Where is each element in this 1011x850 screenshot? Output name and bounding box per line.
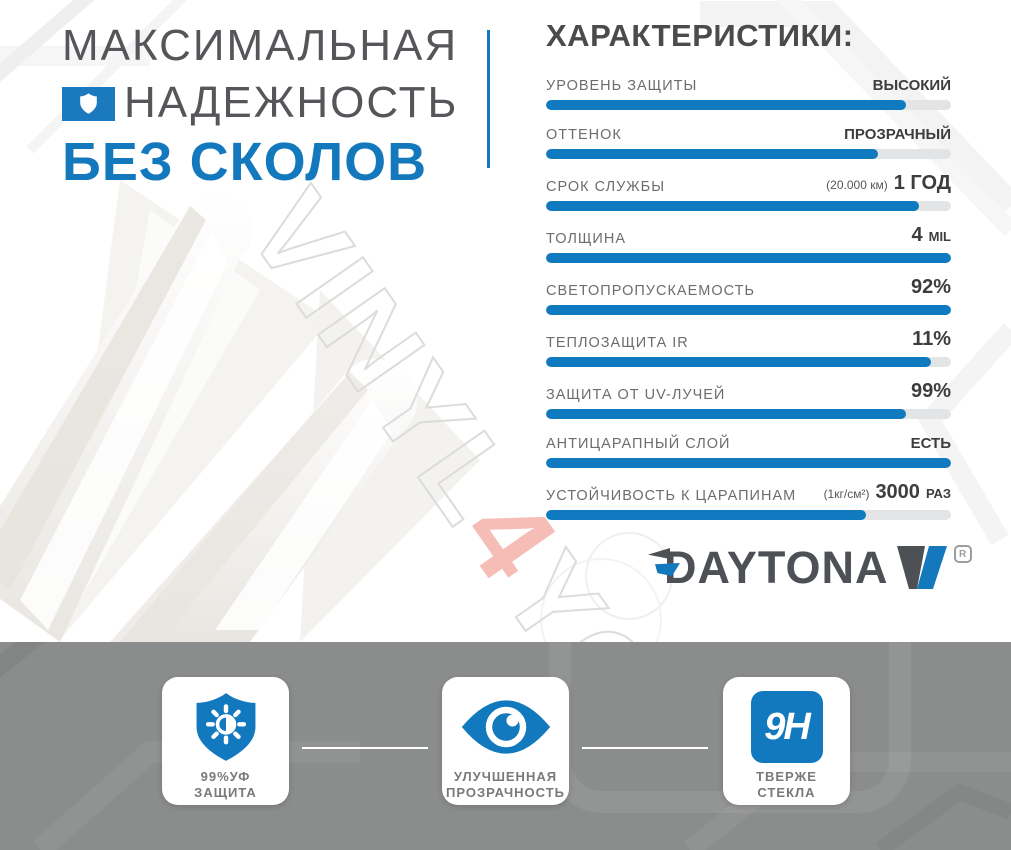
registered-trademark-icon: R <box>953 545 972 563</box>
progress-track <box>546 100 951 110</box>
progress-track <box>546 357 951 367</box>
brand-logo: DAYTONA R <box>648 542 972 593</box>
headline-line2-text: НАДЕЖНОСТЬ <box>124 78 459 128</box>
badge-label-line2: ПРОЗРАЧНОСТЬ <box>445 785 565 801</box>
spec-value: 4 <box>911 224 923 246</box>
vertical-divider <box>487 30 490 168</box>
bottom-band: 99%УФ ЗАЩИТА УЛУЧШЕННАЯ ПРОЗРАЧНОСТЬ <box>0 642 1011 850</box>
brand-logo-text: DAYTONA <box>648 542 889 593</box>
spec-label: СВЕТОПРОПУСКАЕМОСТЬ <box>546 283 755 299</box>
badge-label: 99%УФ ЗАЩИТА <box>194 769 257 802</box>
specs-title: ХАРАКТЕРИСТИКИ: <box>546 18 854 53</box>
badge-label-line1: ТВЕРЖЕ <box>756 769 817 784</box>
spec-value: ВЫСОКИЙ <box>872 77 951 94</box>
logo-slash-icon <box>896 546 947 589</box>
spec-label: УРОВЕНЬ ЗАЩИТЫ <box>546 78 698 94</box>
eye-icon <box>461 700 550 754</box>
spec-row-service-life: СРОК СЛУЖБЫ (20.000 км) 1 ГОД <box>546 172 951 211</box>
progress-track <box>546 149 951 159</box>
progress-fill <box>546 409 907 419</box>
spec-label: ТЕПЛОЗАЩИТА IR <box>546 335 689 351</box>
spec-value: 99% <box>910 380 951 402</box>
spec-row-scratch-resistance: УСТОЙЧИВОСТЬ К ЦАРАПИНАМ (1кг/см²) 3000 РА… <box>546 481 951 520</box>
progress-fill <box>546 305 951 315</box>
badge-uv-protection: 99%УФ ЗАЩИТА <box>162 677 289 805</box>
logo-accent-blue <box>655 563 680 576</box>
spec-label: ЗАЩИТА ОТ UV-ЛУЧЕЙ <box>546 387 726 403</box>
badge-label-line1: УЛУЧШЕННАЯ <box>453 769 558 784</box>
spec-row-light-transmission: СВЕТОПРОПУСКАЕМОСТЬ 92% <box>546 276 951 315</box>
9h-hardness-icon: 9H <box>750 691 823 763</box>
progress-fill <box>546 458 951 468</box>
badge-label-line2: СТЕКЛА <box>757 785 816 801</box>
spec-row-thickness: ТОЛЩИНА 4 MIL <box>546 224 951 263</box>
spec-row-uv-protection: ЗАЩИТА ОТ UV-ЛУЧЕЙ 99% <box>546 380 951 419</box>
uv-shield-sun-icon <box>196 693 255 761</box>
progress-fill <box>546 201 919 211</box>
badge-connector-line <box>582 747 708 749</box>
spec-label: АНТИЦАРАПНЫЙ СЛОЙ <box>546 436 731 452</box>
specs-panel: ХАРАКТЕРИСТИКИ: УРОВЕНЬ ЗАЩИТЫ ВЫСОКИЙ О… <box>546 18 951 533</box>
badge-hardness: 9H ТВЕРЖЕ СТЕКЛА <box>723 677 850 805</box>
spec-value: ПРОЗРАЧНЫЙ <box>844 126 951 143</box>
progress-track <box>546 510 951 520</box>
badge-connector-line <box>302 747 428 749</box>
spec-value: ЕСТЬ <box>910 435 951 452</box>
progress-track <box>546 253 951 263</box>
spec-row-tint: ОТТЕНОК ПРОЗРАЧНЫЙ <box>546 123 951 159</box>
spec-value-prefix: (20.000 км) <box>826 178 888 192</box>
spec-value: 11% <box>912 328 951 350</box>
progress-fill <box>546 100 907 110</box>
logo-accent-dark <box>648 548 670 559</box>
spec-value: 92% <box>910 276 951 298</box>
circuit-pattern-background <box>0 0 1011 546</box>
spec-value-suffix: MIL <box>928 229 951 244</box>
badge-label-line1: 99%УФ <box>200 769 251 784</box>
progress-fill <box>546 149 879 159</box>
progress-track <box>546 201 951 211</box>
film-rolls-image <box>0 180 480 642</box>
brand-name: DAYTONA <box>664 542 889 593</box>
spec-value-prefix: (1кг/см²) <box>823 487 870 501</box>
spec-value: 3000 <box>875 481 920 503</box>
headline-line1: МАКСИМАЛЬНАЯ <box>62 21 459 70</box>
progress-fill <box>546 510 866 520</box>
spec-row-protection-level: УРОВЕНЬ ЗАЩИТЫ ВЫСОКИЙ <box>546 74 951 110</box>
spec-label: УСТОЙЧИВОСТЬ К ЦАРАПИНАМ <box>546 488 797 504</box>
headline: МАКСИМАЛЬНАЯ НАДЕЖНОСТЬ БЕЗ СКОЛОВ <box>62 21 459 192</box>
progress-track <box>546 409 951 419</box>
shield-chip <box>62 86 115 121</box>
progress-fill <box>546 253 951 263</box>
badge-clarity: УЛУЧШЕННАЯ ПРОЗРАЧНОСТЬ <box>442 677 569 805</box>
spec-value: 1 ГОД <box>893 172 951 194</box>
progress-track <box>546 305 951 315</box>
shield-icon <box>80 93 97 114</box>
spec-label: ТОЛЩИНА <box>546 231 626 247</box>
spec-row-antiscratch-layer: АНТИЦАРАПНЫЙ СЛОЙ ЕСТЬ <box>546 432 951 468</box>
badge-label: УЛУЧШЕННАЯ ПРОЗРАЧНОСТЬ <box>446 769 565 802</box>
spec-row-ir-protection: ТЕПЛОЗАЩИТА IR 11% <box>546 328 951 367</box>
headline-line3: БЕЗ СКОЛОВ <box>62 131 428 192</box>
9h-text: 9H <box>764 705 811 748</box>
spec-label: ОТТЕНОК <box>546 127 622 143</box>
badge-label: ТВЕРЖЕ СТЕКЛА <box>756 769 817 802</box>
spec-label: СРОК СЛУЖБЫ <box>546 179 666 195</box>
headline-line2: НАДЕЖНОСТЬ <box>62 78 459 128</box>
badge-label-line2: ЗАЩИТА <box>194 785 257 801</box>
spec-value-suffix: РАЗ <box>925 486 951 501</box>
progress-track <box>546 458 951 468</box>
progress-fill <box>546 357 931 367</box>
